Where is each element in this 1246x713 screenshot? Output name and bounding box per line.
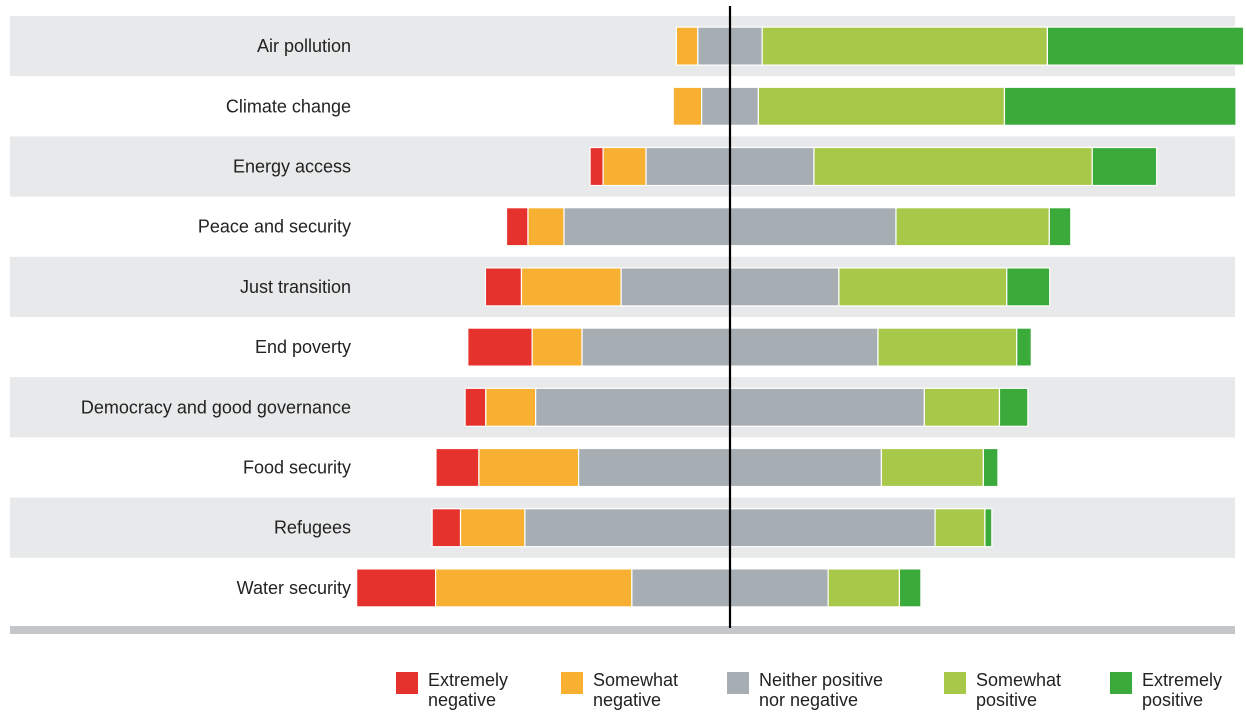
category-label: Air pollution <box>257 36 351 56</box>
legend-swatch-extremely-negative <box>396 672 418 694</box>
bar-segment-extremely-positive <box>1003 86 1237 126</box>
bar-segment-extremely-positive <box>998 387 1029 427</box>
bar-segment-extremely-positive <box>982 447 999 488</box>
bar-segment-somewhat-positive <box>877 327 1018 367</box>
bar-segment-extremely-negative <box>435 447 480 488</box>
legend: Extremely negative Somewhat negative Neith… <box>396 670 1246 712</box>
legend-label-somewhat-negative: Somewhat negative <box>593 670 678 710</box>
bar-segment-extremely-positive <box>1006 267 1051 307</box>
legend-swatch-extremely-positive <box>1110 672 1132 694</box>
legend-label-line2: nor negative <box>759 690 859 710</box>
bar-segment-extremely-negative <box>464 387 487 427</box>
category-label: End poverty <box>255 337 351 357</box>
legend-swatch-neither <box>727 672 749 694</box>
bar-segment-somewhat-negative <box>527 207 565 247</box>
bar-segment-somewhat-negative <box>602 146 647 187</box>
legend-label-line1: Somewhat <box>976 670 1062 690</box>
bar-segment-extremely-positive <box>1016 327 1032 367</box>
legend-swatch-somewhat-positive <box>944 672 966 694</box>
bar-segment-somewhat-positive <box>923 387 1001 427</box>
bar-segment-extremely-positive <box>1046 26 1245 66</box>
bar-segment-somewhat-positive <box>934 508 986 548</box>
category-label: Energy access <box>233 157 351 177</box>
legend-label-line2: positive <box>1142 690 1204 710</box>
legend-label-line1: Extremely <box>1142 670 1223 690</box>
bar-segment-somewhat-negative <box>459 508 526 548</box>
category-label: Democracy and good governance <box>81 397 351 417</box>
bar-segment-somewhat-positive <box>757 86 1006 126</box>
category-label: Refugees <box>274 518 351 538</box>
bar-segment-somewhat-negative <box>675 26 699 66</box>
chart-baseline <box>10 626 1235 634</box>
bar-segment-extremely-positive <box>984 508 993 548</box>
bar-segment-somewhat-positive <box>895 207 1050 247</box>
bar-segment-extremely-negative <box>467 327 533 367</box>
bar-segment-extremely-positive <box>898 568 922 608</box>
bar-segment-extremely-negative <box>484 267 523 307</box>
category-label: Climate change <box>226 96 351 116</box>
bar-segment-somewhat-positive <box>813 146 1093 187</box>
diverging-bar-chart: Air pollution Climate change Energy access… <box>10 6 1245 634</box>
category-label: Water security <box>237 578 351 598</box>
bar-segment-somewhat-negative <box>531 327 583 367</box>
bar-segment-somewhat-negative <box>485 387 537 427</box>
category-label: Food security <box>243 458 351 478</box>
bar-segment-extremely-positive <box>1091 146 1158 187</box>
legend-label-neither: Neither positive nor negative <box>759 670 883 710</box>
legend-label-line1: Somewhat <box>593 670 679 690</box>
bar-segment-extremely-negative <box>356 568 437 608</box>
bar-segment-somewhat-negative <box>672 86 703 126</box>
bar-segment-extremely-negative <box>505 207 529 247</box>
bar-segment-somewhat-positive <box>827 568 901 608</box>
legend-swatch-somewhat-negative <box>561 672 583 694</box>
legend-label-line1: Extremely <box>428 670 509 690</box>
bar-segment-somewhat-negative <box>520 267 622 307</box>
legend-label-extremely-positive: Extremely positive <box>1142 670 1222 710</box>
bar-segment-extremely-negative <box>589 146 604 187</box>
bar-segment-somewhat-positive <box>880 447 984 488</box>
legend-label-line2: negative <box>428 690 497 710</box>
bar-segment-extremely-positive <box>1048 207 1072 247</box>
bar-segment-somewhat-negative <box>478 447 580 488</box>
bar-segment-extremely-negative <box>431 508 462 548</box>
legend-label-extremely-negative: Extremely negative <box>428 670 508 710</box>
bar-segment-somewhat-positive <box>838 267 1008 307</box>
legend-label-line1: Neither positive <box>759 670 884 690</box>
legend-label-line2: negative <box>593 690 662 710</box>
legend-label-line2: positive <box>976 690 1038 710</box>
bar-segment-somewhat-negative <box>435 568 633 608</box>
category-label: Peace and security <box>198 217 351 237</box>
legend-label-somewhat-positive: Somewhat positive <box>976 670 1061 710</box>
bar-segment-somewhat-positive <box>761 26 1049 66</box>
category-label: Just transition <box>240 277 351 297</box>
